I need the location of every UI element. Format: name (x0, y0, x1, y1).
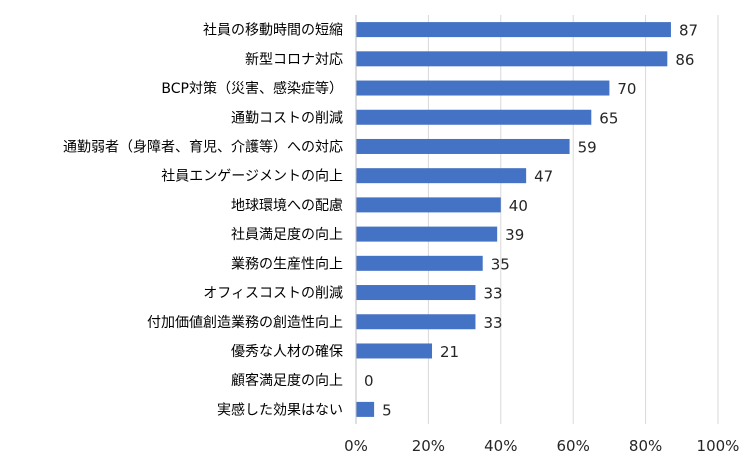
x-tick-label: 80% (629, 437, 662, 455)
category-label: 新型コロナ対応 (245, 52, 343, 68)
bar (356, 22, 671, 38)
bars (356, 22, 671, 417)
category-label: 通勤弱者（身障者、育児、介護等）への対応 (63, 138, 343, 155)
data-label: 33 (483, 285, 502, 303)
category-label: BCP対策（災害、感染症等） (161, 80, 343, 97)
bar (356, 255, 483, 271)
data-label: 70 (617, 80, 636, 98)
bar (356, 109, 592, 125)
category-label: 実感した効果はない (217, 401, 343, 418)
x-tick-labels: 0% 20% 40% 60% 80% 100% (344, 437, 739, 455)
data-label: 65 (599, 109, 618, 127)
x-tick-label: 20% (412, 437, 445, 455)
bar (356, 138, 570, 154)
data-label: 39 (505, 226, 524, 244)
category-label: オフィスコストの削減 (203, 285, 343, 302)
data-label: 35 (491, 255, 510, 273)
category-label: 社員の移動時間の短縮 (203, 23, 343, 39)
data-label: 87 (679, 22, 698, 40)
data-label: 33 (483, 314, 502, 332)
data-label: 40 (509, 197, 528, 215)
category-label: 通勤コストの削減 (231, 109, 343, 126)
x-tick-label: 60% (557, 437, 590, 455)
category-label: 社員エンゲージメントの向上 (161, 169, 343, 185)
data-label: 5 (382, 401, 392, 419)
category-label: 優秀な人材の確保 (231, 344, 343, 360)
data-label: 0 (364, 372, 374, 390)
category-label: 地球環境への配慮 (231, 198, 343, 214)
x-tick-label: 40% (484, 437, 517, 455)
category-label: 顧客満足度の向上 (231, 372, 343, 389)
bar (356, 285, 476, 301)
bar (356, 168, 527, 184)
data-label: 59 (578, 138, 597, 156)
bar (356, 80, 610, 96)
category-label: 社員満足度の向上 (231, 227, 343, 243)
bar (356, 226, 498, 242)
x-tick-label: 0% (344, 437, 368, 455)
bar (356, 51, 668, 67)
data-label: 21 (440, 343, 459, 361)
data-label: 47 (534, 168, 553, 186)
category-label: 付加価値創造業務の創造性向上 (147, 315, 343, 331)
data-label: 86 (675, 51, 694, 69)
x-tick-label: 100% (697, 437, 740, 455)
bar (356, 197, 501, 213)
gridlines (427, 15, 719, 424)
bar (356, 343, 433, 359)
bar (356, 401, 375, 417)
category-label: 業務の生産性向上 (231, 256, 343, 272)
bar (356, 314, 476, 330)
